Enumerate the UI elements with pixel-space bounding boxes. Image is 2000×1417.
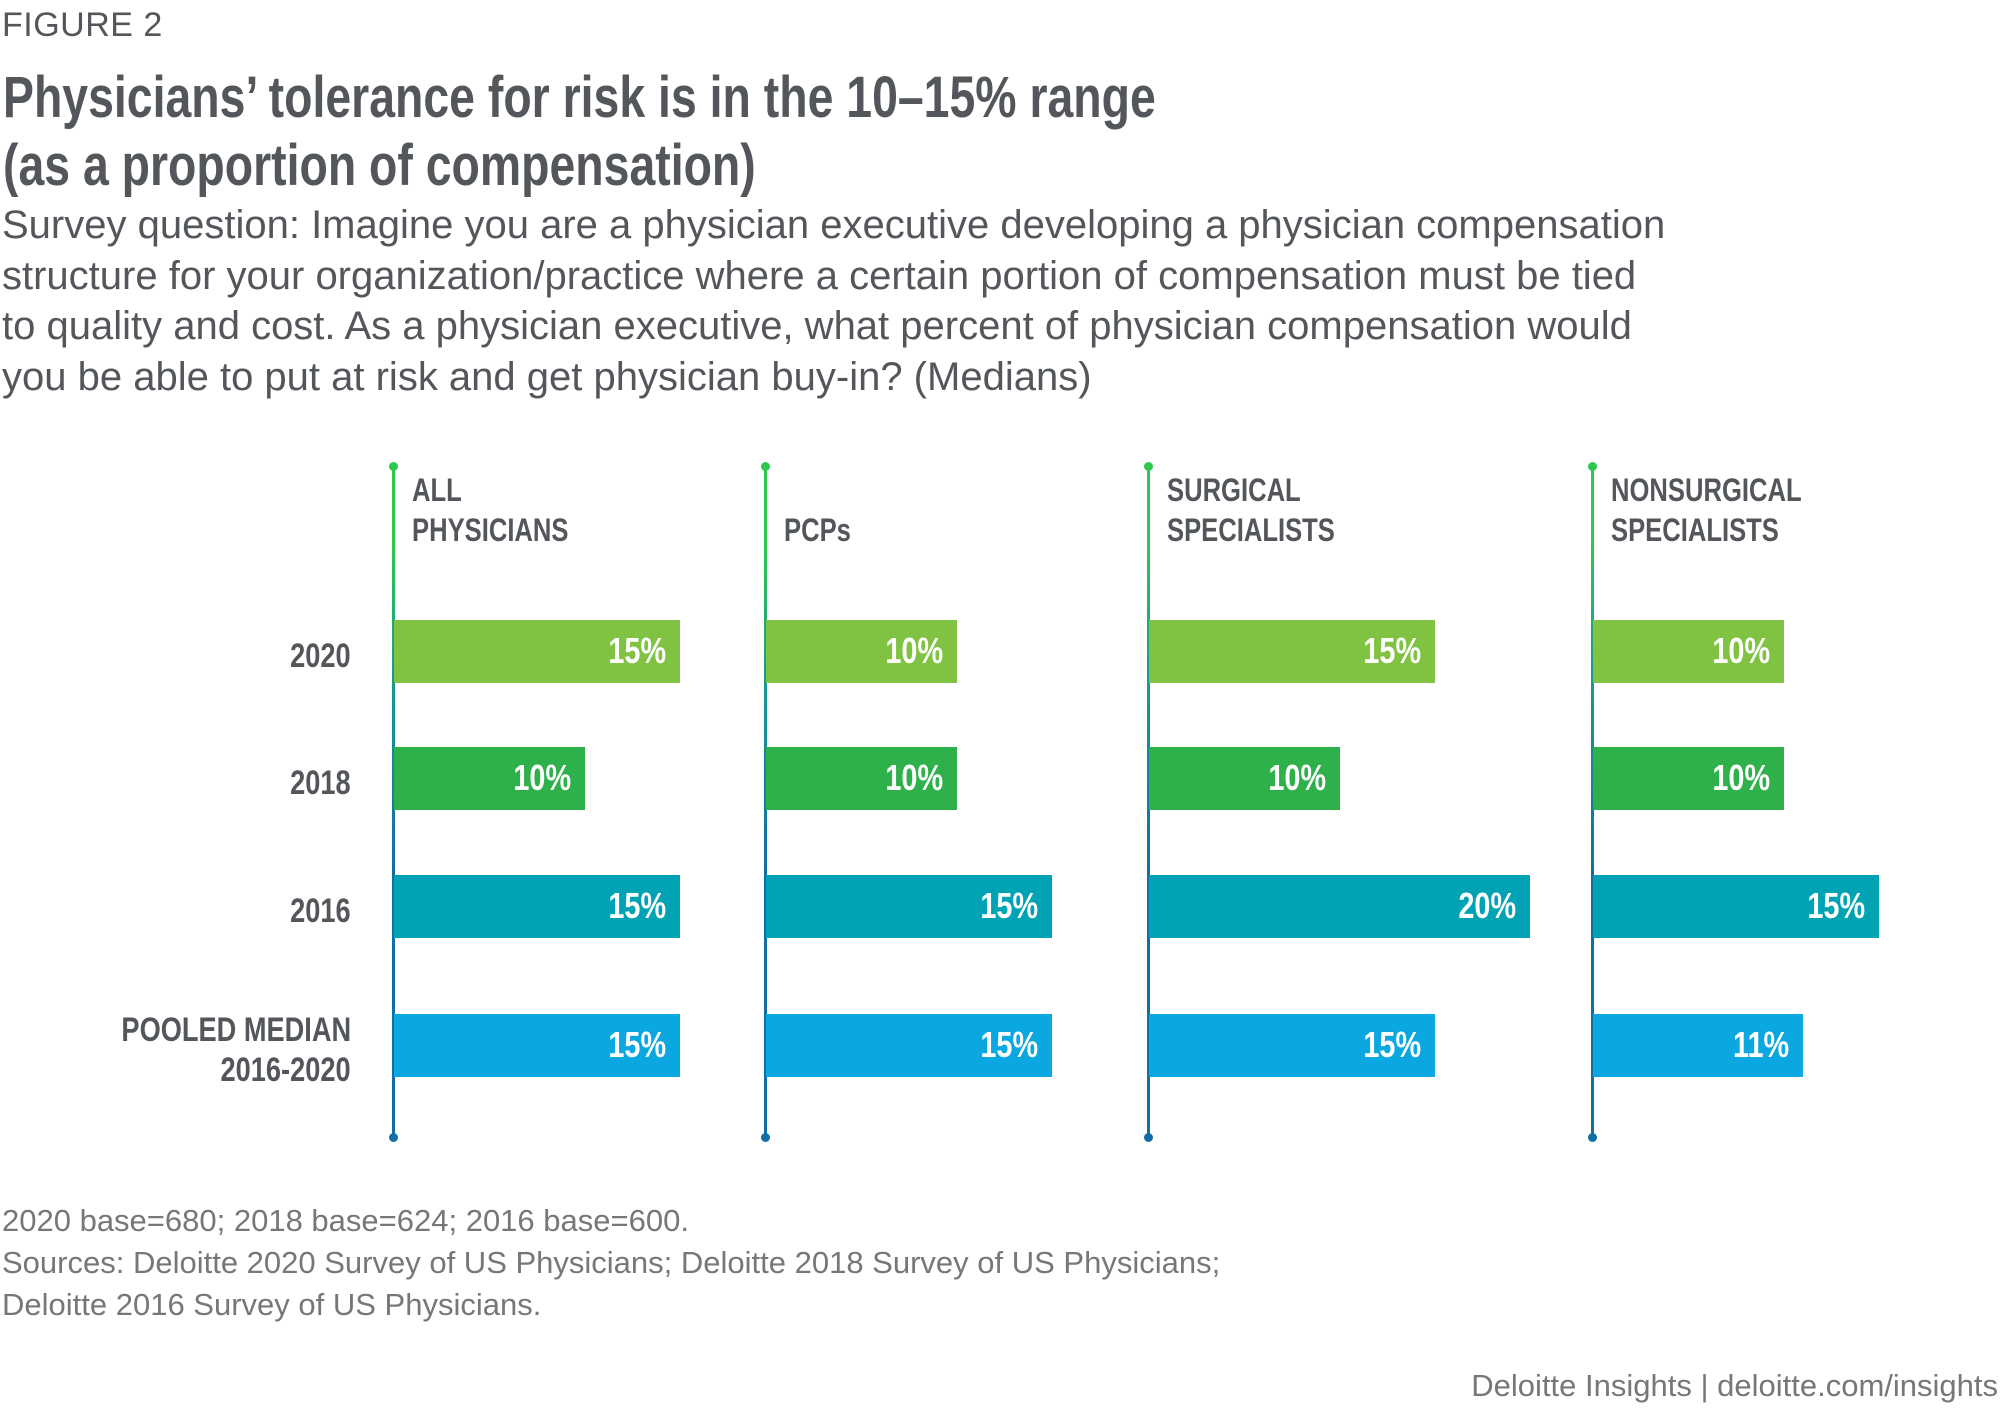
bar-value-label: 20% — [1444, 883, 1516, 929]
row-label-line: 2016-2020 — [220, 1050, 351, 1089]
bar-pcps-2020: 10% — [766, 620, 957, 683]
subtitle-line-2: structure for your organization/practice… — [2, 253, 1637, 298]
axis-top-dot — [1144, 462, 1153, 471]
footnote-base-sizes: 2020 base=680; 2018 base=624; 2016 base=… — [2, 1203, 689, 1238]
axis-top-dot — [1588, 462, 1597, 471]
bar-nonsurgical-specialists-pooled: 11% — [1593, 1014, 1803, 1077]
axis-line-pcps — [764, 466, 767, 1137]
bar-value-text: 11% — [1732, 1024, 1789, 1065]
bar-value-label: 15% — [1349, 1022, 1421, 1068]
bar-value-label: 10% — [499, 755, 571, 801]
panel-heading-all-physicians: ALL PHYSICIANS — [412, 470, 608, 550]
branding-link[interactable]: Deloitte Insights | deloitte.com/insight… — [1471, 1368, 1998, 1403]
axis-top-dot — [761, 462, 770, 471]
footnote-sources-line-1: Sources: Deloitte 2020 Survey of US Phys… — [2, 1245, 1221, 1280]
bar-value-text: 15% — [608, 630, 666, 671]
bar-nonsurgical-specialists-2016: 15% — [1593, 875, 1879, 938]
title-line-1: Physicians’ tolerance for risk is in the… — [3, 65, 1156, 130]
panel-heading-line — [784, 470, 791, 510]
bar-value-label: 11% — [1719, 1022, 1789, 1068]
row-label-line: 2018 — [290, 763, 351, 802]
row-label-2018: 2018 — [275, 763, 351, 803]
row-label-pooled-median-2016-2020: POOLED MEDIAN 2016-2020 — [64, 1010, 351, 1090]
bar-all-physicians-pooled: 15% — [394, 1014, 680, 1077]
subtitle-line-4: you be able to put at risk and get physi… — [2, 354, 1092, 399]
bar-surgical-specialists-2020: 15% — [1149, 620, 1435, 683]
axis-bottom-dot — [761, 1133, 770, 1142]
axis-line-nonsurgical-specialists — [1591, 466, 1594, 1137]
bar-value-text: 20% — [1458, 885, 1516, 926]
bar-pcps-pooled: 15% — [766, 1014, 1052, 1077]
subtitle-line-1: Survey question: Imagine you are a physi… — [2, 203, 1666, 247]
bar-value-label: 15% — [594, 883, 666, 929]
panel-heading-line: ALL — [412, 472, 462, 508]
panel-heading-line: SURGICAL — [1167, 472, 1301, 508]
panel-heading-line: PHYSICIANS — [412, 512, 569, 548]
panel-heading-surgical-specialists: SURGICAL SPECIALISTS — [1167, 470, 1377, 550]
bar-value-label: 10% — [1254, 755, 1326, 801]
bar-all-physicians-2020: 15% — [394, 620, 680, 683]
bar-value-text: 15% — [608, 885, 666, 926]
title-line-2: (as a proportion of compensation) — [3, 133, 756, 198]
bar-value-label: 10% — [871, 755, 943, 801]
bar-value-label: 15% — [1349, 628, 1421, 674]
axis-bottom-dot — [1588, 1133, 1597, 1142]
bar-value-text: 10% — [885, 757, 943, 798]
panel-heading-line: SPECIALISTS — [1167, 512, 1335, 548]
bar-all-physicians-2016: 15% — [394, 875, 680, 938]
bar-value-label: 10% — [1698, 755, 1770, 801]
bar-value-text: 15% — [1807, 885, 1865, 926]
row-label-line: 2020 — [290, 636, 351, 675]
bar-value-label: 15% — [594, 628, 666, 674]
bar-value-label: 10% — [871, 628, 943, 674]
bar-value-text: 15% — [980, 1024, 1038, 1065]
axis-line-all-physicians — [392, 466, 395, 1137]
panel-heading-nonsurgical-specialists: NONSURGICAL SPECIALISTS — [1611, 470, 1849, 550]
row-label-line: 2016 — [290, 891, 351, 930]
bar-value-text: 10% — [885, 630, 943, 671]
row-label-2020: 2020 — [275, 636, 351, 676]
bar-value-label: 15% — [966, 1022, 1038, 1068]
subtitle-line-3: to quality and cost. As a physician exec… — [2, 304, 1632, 348]
panel-heading-pcps: PCPs — [784, 470, 868, 550]
bar-pcps-2016: 15% — [766, 875, 1052, 938]
footnote-sources-line-2: Deloitte 2016 Survey of US Physicians. — [2, 1287, 542, 1322]
bar-value-label: 15% — [1793, 883, 1865, 929]
row-label-2016: 2016 — [275, 891, 351, 931]
bar-value-text: 10% — [1712, 630, 1770, 671]
bar-nonsurgical-specialists-2018: 10% — [1593, 747, 1784, 810]
row-label-line: POOLED MEDIAN — [121, 1010, 351, 1049]
bar-surgical-specialists-2018: 10% — [1149, 747, 1340, 810]
bar-all-physicians-2018: 10% — [394, 747, 585, 810]
bar-value-text: 15% — [608, 1024, 666, 1065]
bar-surgical-specialists-2016: 20% — [1149, 875, 1530, 938]
bar-value-text: 15% — [1363, 1024, 1421, 1065]
axis-top-dot — [389, 462, 398, 471]
bar-value-text: 10% — [1712, 757, 1770, 798]
bar-value-label: 15% — [594, 1022, 666, 1068]
axis-bottom-dot — [1144, 1133, 1153, 1142]
bar-value-text: 15% — [1363, 630, 1421, 671]
chart-title: Physicians’ tolerance for risk is in the… — [3, 64, 1444, 200]
footnote: 2020 base=680; 2018 base=624; 2016 base=… — [2, 1200, 1220, 1326]
figure-label: FIGURE 2 — [2, 6, 163, 44]
bar-nonsurgical-specialists-2020: 10% — [1593, 620, 1784, 683]
bar-surgical-specialists-pooled: 15% — [1149, 1014, 1435, 1077]
axis-line-surgical-specialists — [1147, 466, 1150, 1137]
bar-value-label: 15% — [966, 883, 1038, 929]
bar-value-label: 10% — [1698, 628, 1770, 674]
panel-heading-line: NONSURGICAL — [1611, 472, 1802, 508]
bar-pcps-2018: 10% — [766, 747, 957, 810]
panel-heading-line: SPECIALISTS — [1611, 512, 1779, 548]
chart-subtitle: Survey question: Imagine you are a physi… — [2, 200, 1902, 402]
bar-value-text: 10% — [513, 757, 571, 798]
axis-bottom-dot — [389, 1133, 398, 1142]
bar-value-text: 10% — [1268, 757, 1326, 798]
panel-heading-line: PCPs — [784, 512, 851, 548]
bar-value-text: 15% — [980, 885, 1038, 926]
